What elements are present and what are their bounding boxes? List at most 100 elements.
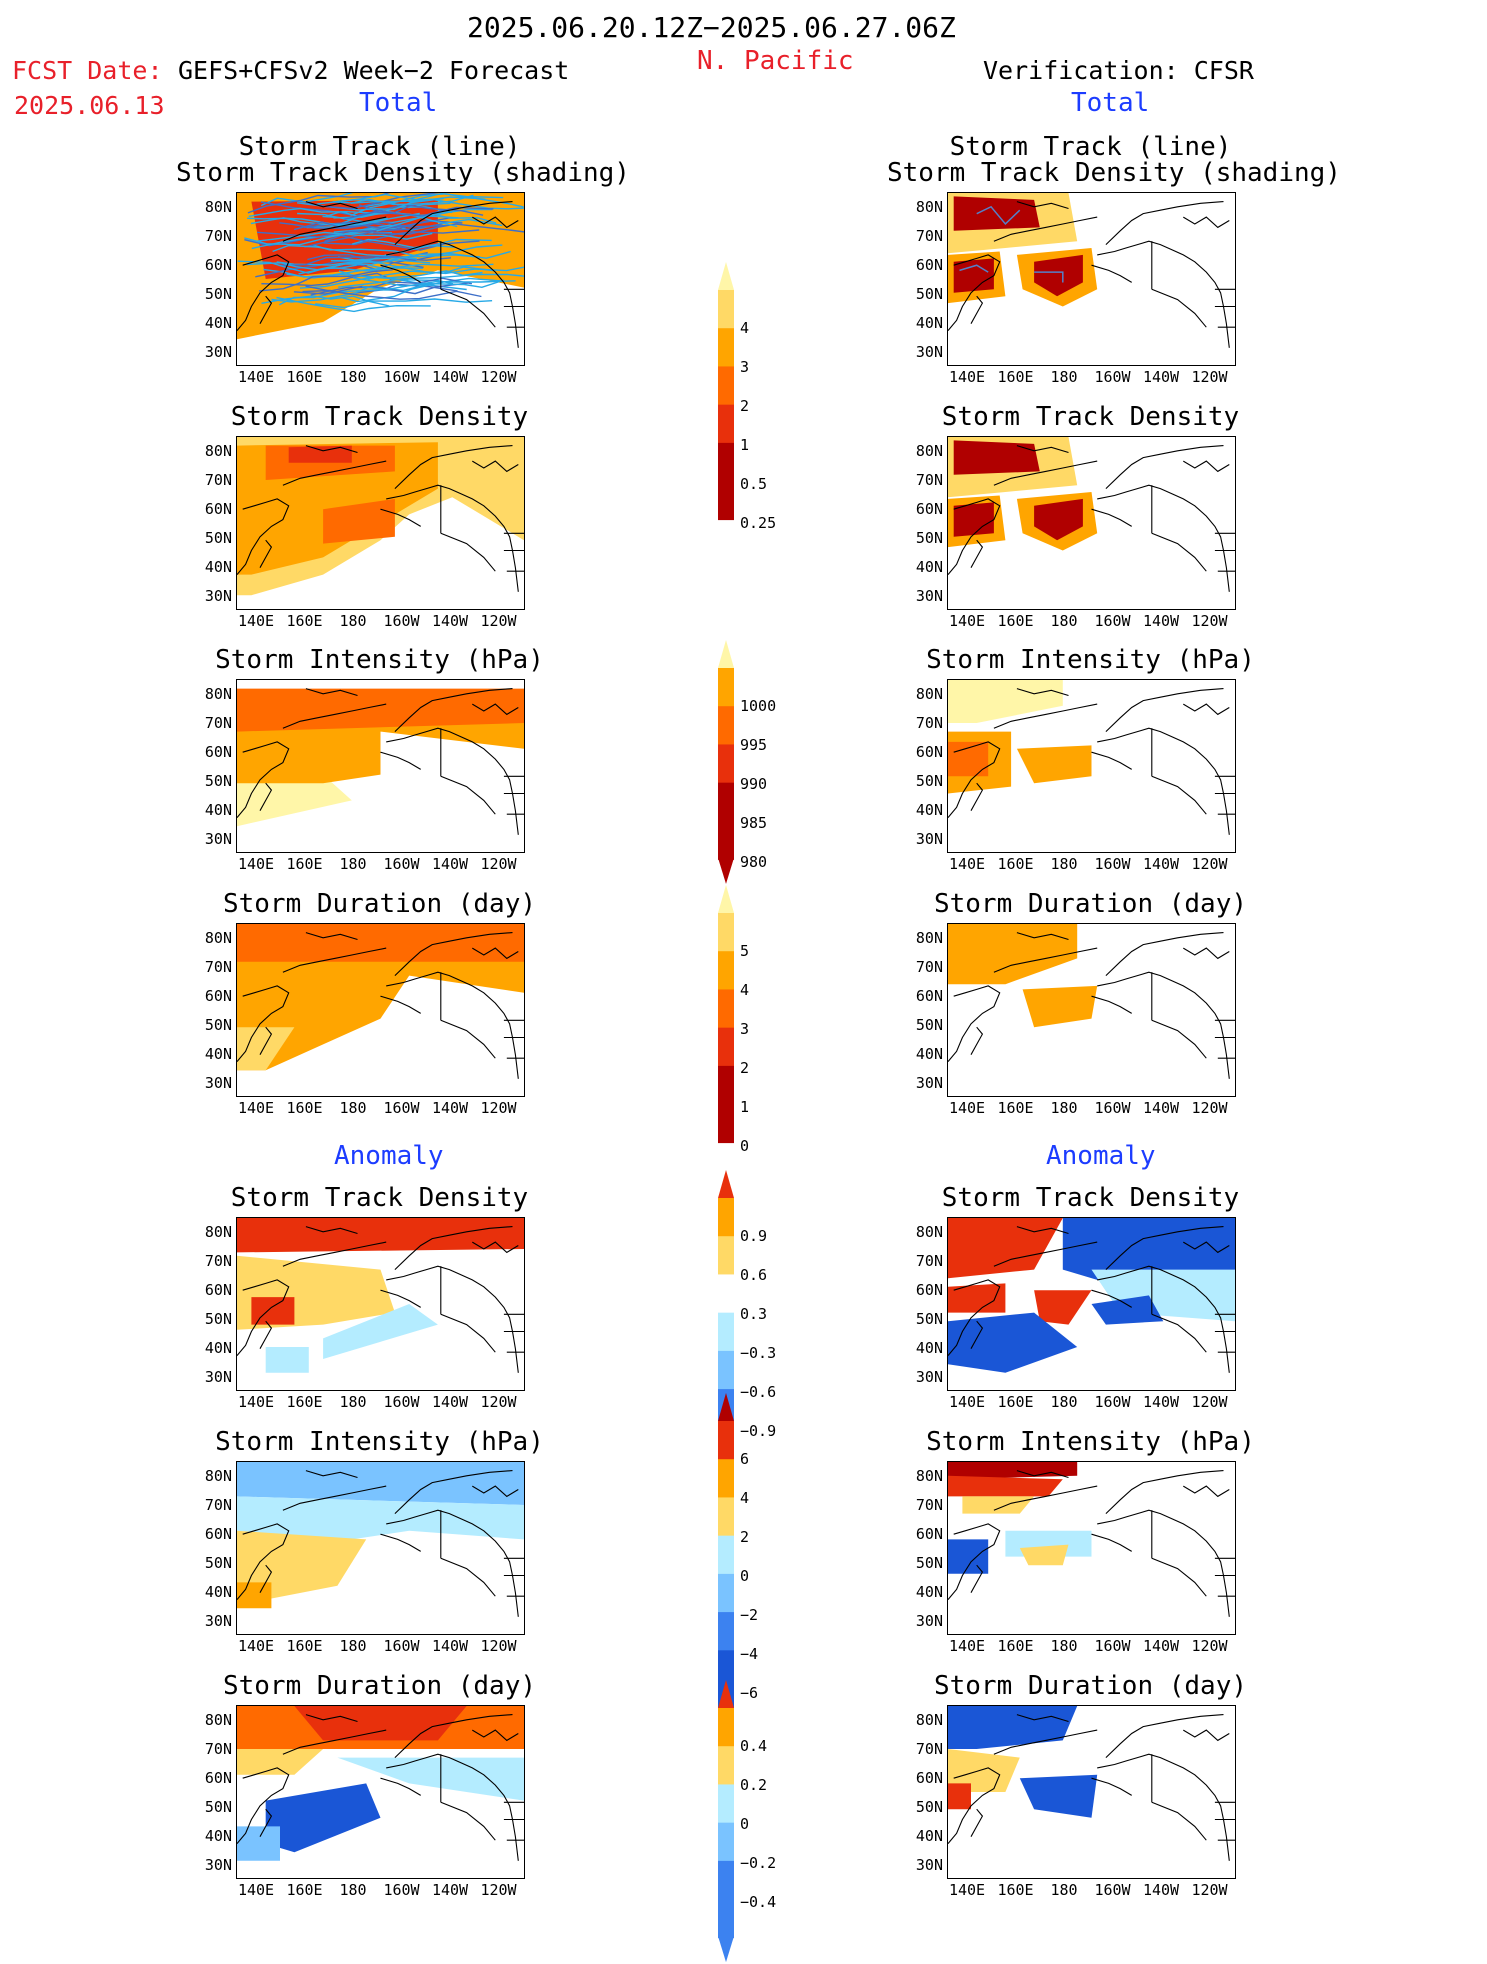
- lat-tick-label: 80N: [204, 685, 232, 703]
- coastline: [1091, 1289, 1132, 1308]
- lon-tick-label: 180: [1050, 1393, 1078, 1411]
- colorbar-segment: [718, 744, 734, 784]
- lat-tick-label: 40N: [915, 801, 943, 819]
- lon-tick-label: 140W: [1142, 1393, 1180, 1411]
- lon-tick-label: 160W: [383, 1099, 420, 1117]
- shaded-region: [288, 445, 352, 463]
- coastline: [440, 288, 496, 328]
- colorbar-segment: [718, 913, 734, 952]
- panel-title: Storm Track Density (shading): [887, 158, 1341, 188]
- colorbar-label: 5: [740, 942, 750, 960]
- lon-tick-label: 140E: [237, 855, 275, 873]
- panel-title: Storm Track Density: [230, 402, 529, 432]
- coastline: [1151, 1019, 1207, 1059]
- coastline: [259, 1026, 273, 1055]
- lat-tick-label: 80N: [915, 685, 943, 703]
- colorbar-segment: [718, 481, 734, 521]
- coastline: [970, 1026, 984, 1055]
- coastline: [305, 1714, 358, 1723]
- storm-track-line: [356, 250, 511, 266]
- coastline: [394, 1226, 513, 1270]
- colorbar-label: 4: [740, 1489, 750, 1507]
- coastline: [1097, 1753, 1230, 1861]
- lon-tick-label: 120W: [480, 1393, 517, 1411]
- coastline: [1097, 727, 1230, 835]
- lon-tick-label: 180: [339, 1099, 367, 1117]
- map-panel: Storm Duration (day) 80N 70N 60N 50N 40N 30N 14…: [176, 891, 583, 1121]
- lat-tick-label: 60N: [915, 1281, 943, 1299]
- coastline: [394, 688, 513, 732]
- verification-label: Verification: CFSR: [983, 56, 1254, 85]
- map-plot: [947, 436, 1236, 610]
- map-plot: [236, 679, 525, 853]
- lon-tick-label: 160W: [1094, 1393, 1131, 1411]
- shaded-region: [1019, 1544, 1069, 1566]
- colorbar-label: 1: [740, 436, 750, 454]
- region-title: N. Pacific: [697, 46, 854, 76]
- lon-tick-label: 120W: [480, 1881, 517, 1899]
- coastline: [970, 539, 984, 568]
- coastline: [282, 703, 387, 729]
- lon-tick-label: 180: [339, 1393, 367, 1411]
- shaded-region: [948, 1462, 1078, 1480]
- lon-tick-label: 140E: [237, 1881, 275, 1899]
- colorbar-label: −0.6: [740, 1383, 777, 1401]
- map-panel: Storm Track Density 80N 70N 60N 50N 40N 30N 140…: [176, 1185, 583, 1415]
- coastline: [993, 216, 1098, 242]
- storm-track-line: [959, 264, 989, 273]
- colorbar-segment: [718, 1421, 734, 1460]
- shaded-region: [953, 440, 1040, 475]
- shaded-region: [953, 258, 994, 293]
- colorbar-label: 6: [740, 1450, 750, 1468]
- coastline: [970, 1808, 984, 1837]
- lat-tick-label: 60N: [204, 743, 232, 761]
- shaded-region: [265, 1783, 381, 1853]
- lon-tick-label: 140E: [948, 1099, 986, 1117]
- shaded-region: [251, 199, 438, 279]
- lon-tick-label: 140E: [948, 1637, 986, 1655]
- coastline: [948, 1279, 1001, 1356]
- storm-track-line: [1034, 271, 1064, 283]
- map-plot: [236, 192, 525, 366]
- coastline: [1016, 688, 1069, 697]
- map-plot: [236, 923, 525, 1097]
- lon-tick-label: 140W: [431, 612, 469, 630]
- lat-tick-label: 70N: [204, 227, 232, 245]
- lat-tick-label: 60N: [915, 500, 943, 518]
- lat-tick-label: 80N: [204, 929, 232, 947]
- coastline: [440, 1801, 496, 1841]
- colorbar-segment: [718, 1822, 734, 1862]
- shaded-region: [323, 1304, 438, 1359]
- coastline: [386, 971, 519, 1079]
- coastline: [948, 254, 1001, 331]
- map-plot: [947, 923, 1236, 1097]
- colorbar-label: −6: [740, 1684, 759, 1702]
- coastline: [1091, 751, 1132, 770]
- lat-tick-label: 70N: [915, 471, 943, 489]
- lat-tick-label: 60N: [204, 987, 232, 1005]
- coastline: [1091, 1777, 1132, 1796]
- coastline: [305, 1226, 358, 1235]
- coastline: [993, 1729, 1098, 1755]
- shaded-region: [237, 774, 352, 827]
- coastline: [1016, 932, 1069, 941]
- lon-tick-label: 140E: [237, 1393, 275, 1411]
- map-plot: [947, 679, 1236, 853]
- coastline: [282, 1485, 387, 1511]
- lat-tick-label: 60N: [204, 1525, 232, 1543]
- lat-tick-label: 30N: [915, 343, 943, 361]
- lon-tick-label: 160W: [1094, 1881, 1131, 1899]
- lat-tick-label: 50N: [204, 1310, 232, 1328]
- colorbar-segment: [718, 328, 734, 368]
- coastline: [440, 1557, 496, 1597]
- storm-track-line: [276, 259, 431, 266]
- panel-title: Storm Track Density: [941, 1183, 1240, 1213]
- coastline: [380, 508, 421, 527]
- coastline: [948, 1523, 1001, 1600]
- coastline: [1151, 288, 1207, 328]
- coastline: [948, 1767, 1001, 1844]
- map-svg: [948, 680, 1235, 835]
- lat-tick-label: 40N: [204, 1583, 232, 1601]
- storm-track-line: [342, 277, 506, 303]
- coastline: [1091, 264, 1132, 283]
